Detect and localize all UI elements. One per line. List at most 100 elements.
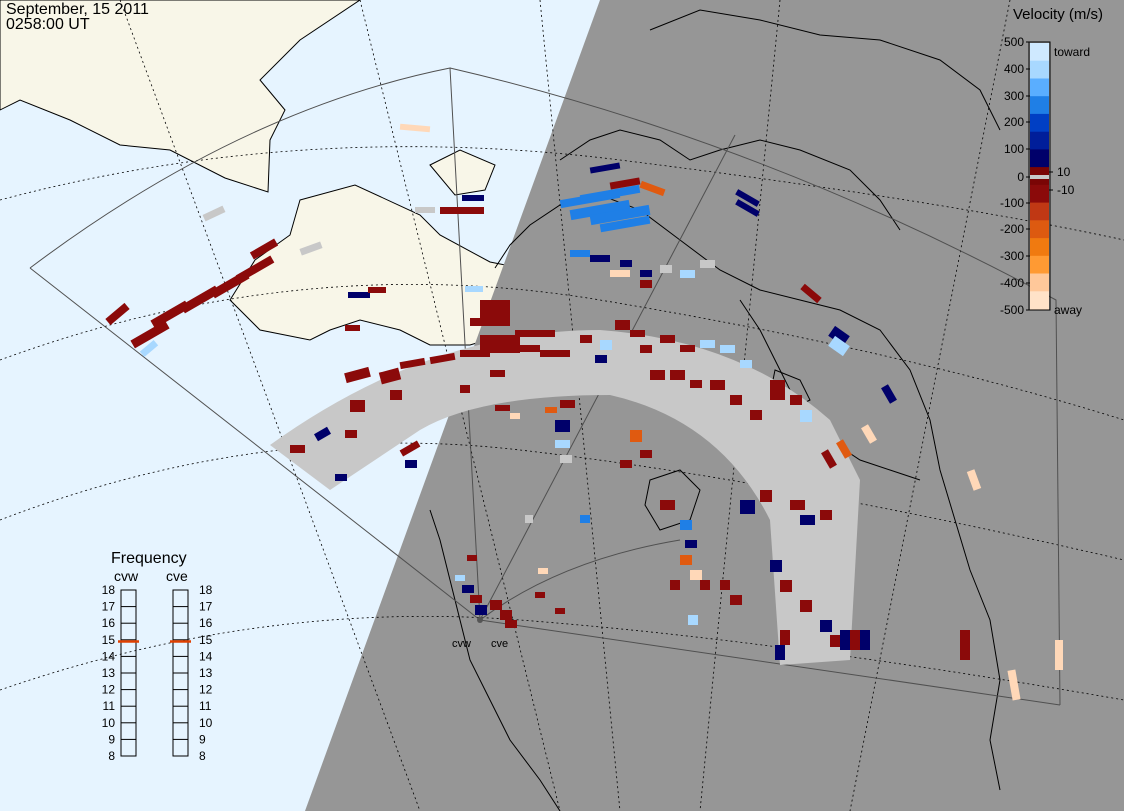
velocity-cell [290, 445, 305, 453]
velocity-cell [490, 370, 505, 377]
velocity-cell [966, 469, 982, 491]
velocity-cell [620, 460, 632, 468]
colorbar-tick-label: -100 [1000, 196, 1024, 210]
frequency-tick-label: 8 [108, 749, 115, 763]
velocity-cell [505, 620, 517, 628]
velocity-cell [460, 385, 470, 393]
velocity-colorbar: 500400300200100100-10-100-200-300-400-50… [1000, 35, 1090, 317]
colorbar-swatch [1030, 43, 1049, 62]
velocity-cell [640, 270, 652, 277]
velocity-cell [405, 460, 417, 468]
radar-fov-outlines [29, 67, 1061, 706]
colorbar-tick-label: -200 [1000, 222, 1024, 236]
radar-sites: cvw cve [452, 617, 508, 650]
velocity-cell [860, 630, 870, 650]
velocity-cell [660, 335, 675, 343]
colorbar-tick-label: 500 [1004, 35, 1024, 49]
velocity-cell [800, 410, 812, 422]
velocity-cell [545, 407, 557, 413]
velocity-cell [378, 367, 402, 385]
velocity-cell [685, 540, 697, 548]
velocity-cell [680, 520, 692, 530]
velocity-cell [130, 320, 170, 349]
velocity-cell [580, 335, 592, 343]
frequency-tick-label: 16 [199, 616, 213, 630]
velocity-cell [670, 580, 680, 590]
velocity-cell [462, 585, 474, 593]
velocity-cell [720, 580, 730, 590]
velocity-cell [720, 345, 735, 353]
siberia-land [0, 0, 361, 193]
colorbar-tick-label: 400 [1004, 62, 1024, 76]
frequency-tick-label: 14 [199, 649, 213, 663]
colorbar-swatch [1030, 131, 1049, 150]
velocity-cell [800, 600, 812, 612]
colorbar-away-label: away [1054, 303, 1082, 317]
velocity-cell [735, 189, 760, 207]
velocity-cell [210, 270, 250, 299]
frequency-title: Frequency [111, 550, 187, 567]
velocity-cell [690, 380, 702, 388]
velocity-cell [770, 560, 782, 572]
velocity-cell [610, 270, 630, 277]
velocity-cell [344, 366, 371, 384]
colorbar-tick-label: 300 [1004, 89, 1024, 103]
velocity-cell [881, 384, 897, 404]
velocity-cell [399, 357, 426, 370]
velocity-cell [620, 260, 632, 267]
colorbar-frame [1028, 41, 1051, 311]
velocity-cell [555, 420, 570, 432]
velocity-cell [828, 325, 850, 347]
colorbar-swatch [1030, 220, 1049, 239]
velocity-cell [800, 515, 815, 525]
velocity-cell [399, 440, 421, 457]
velocity-cell [775, 645, 785, 660]
colorbar-swatch [1030, 255, 1049, 275]
colorbar-tick-label: -10 [1057, 183, 1075, 197]
velocity-cell [740, 500, 755, 514]
velocity-cell [467, 555, 477, 561]
colorbar-swatch [1030, 291, 1049, 310]
velocity-cell [700, 580, 710, 590]
alaska-land [229, 184, 556, 346]
velocity-cell [821, 449, 837, 469]
velocity-cell [500, 610, 512, 620]
velocity-cell [828, 335, 850, 357]
velocity-cell [836, 439, 852, 459]
velocity-cell [470, 318, 510, 326]
velocity-cell [760, 490, 772, 502]
velocity-cell [475, 605, 487, 615]
velocity-cell [249, 238, 279, 260]
velocity-cell [525, 515, 533, 523]
velocity-cell [820, 510, 832, 520]
velocity-cell [415, 207, 435, 213]
velocity-cell [429, 352, 456, 365]
velocity-cell [139, 340, 159, 357]
velocity-cell [700, 340, 715, 348]
radar-site-label-cvw: cvw [452, 638, 471, 650]
velocity-cell [780, 630, 790, 645]
velocity-cell [595, 355, 607, 363]
velocity-cell [790, 395, 802, 405]
frequency-tick-label: 14 [102, 649, 116, 663]
velocity-cell [830, 635, 842, 647]
colorbar-swatch [1030, 113, 1049, 133]
velocity-cell [630, 430, 642, 442]
velocity-cell [770, 380, 785, 400]
frequency-tick-label: 15 [102, 633, 116, 647]
velocity-cell [750, 410, 762, 420]
velocity-cell [399, 123, 431, 133]
velocity-cell [202, 205, 226, 222]
velocity-cell [1055, 640, 1063, 670]
velocity-cell [368, 287, 386, 293]
velocity-cell [535, 592, 545, 598]
velocity-cell [462, 195, 484, 201]
colorbar-tick-label: -500 [1000, 303, 1024, 317]
frequency-label-cvw: cvw [114, 568, 139, 584]
velocity-cell [650, 370, 665, 380]
velocity-cell [600, 340, 612, 350]
colorbar-zero-band [1030, 175, 1049, 179]
velocity-cell [569, 199, 631, 221]
velocity-cell [599, 215, 651, 233]
